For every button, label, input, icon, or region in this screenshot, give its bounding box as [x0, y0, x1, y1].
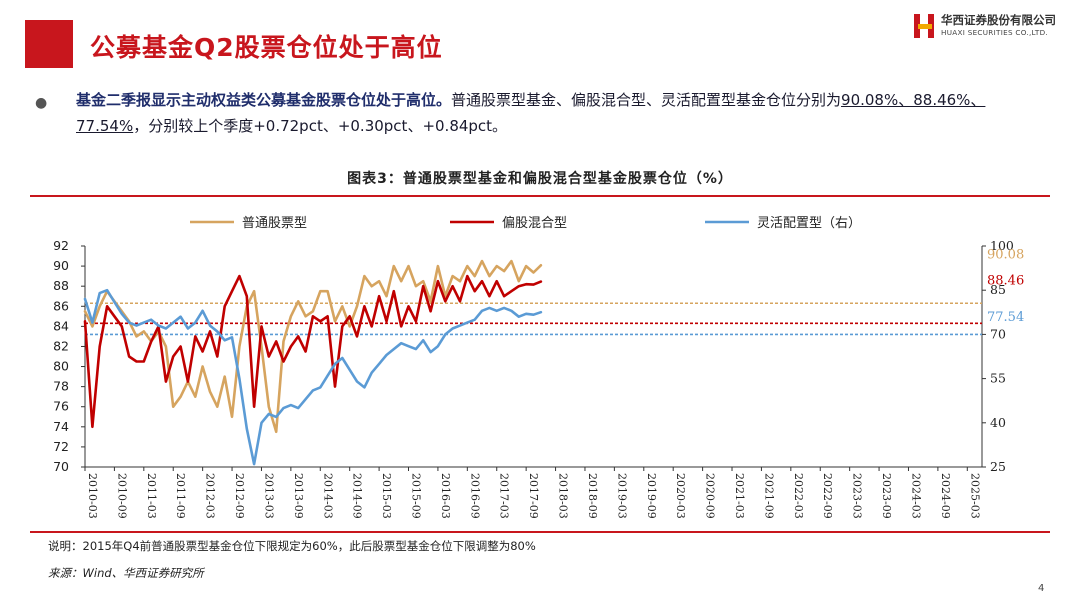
- left-tick-label: 90: [53, 258, 69, 273]
- x-tick-label: 2013-09: [292, 473, 305, 519]
- x-tick-label: 2023-09: [880, 473, 893, 519]
- huaxi-logo-icon: [914, 14, 934, 38]
- title-accent-block: [25, 20, 73, 68]
- end-value-label: 77.54: [987, 310, 1024, 325]
- series-line: [83, 274, 543, 429]
- x-tick-label: 2012-09: [233, 473, 246, 519]
- page-title: 公募基金Q2股票仓位处于高位: [90, 33, 443, 62]
- x-tick-label: 2016-03: [439, 473, 452, 519]
- left-tick-label: 72: [53, 439, 69, 454]
- summary-text-2: ，分别较上个季度+0.72pct、+0.30pct、+0.84pct。: [133, 117, 508, 135]
- left-tick-label: 86: [53, 298, 69, 313]
- x-tick-label: 2013-03: [262, 473, 275, 519]
- x-tick-label: 2015-03: [380, 473, 393, 519]
- legend-label: 偏股混合型: [502, 216, 567, 231]
- left-tick-label: 92: [53, 238, 69, 253]
- x-tick-label: 2014-09: [351, 473, 364, 519]
- right-tick-label: 100: [990, 238, 1014, 253]
- left-tick-label: 76: [53, 399, 69, 414]
- x-tick-label: 2010-03: [86, 473, 99, 519]
- summary-values: 90.08%、88.46%、77.54%: [76, 91, 986, 135]
- x-tick-label: 2014-03: [321, 473, 334, 519]
- right-tick-label: 40: [990, 415, 1006, 430]
- x-tick-label: 2018-09: [586, 473, 599, 519]
- title-bar: 公募基金Q2股票仓位处于高位: [0, 20, 920, 72]
- legend-label: 灵活配置型（右）: [757, 216, 861, 231]
- position-line-chart: 70 72 74 76 78 80 82 84 86 88 90 92 25 40 55 70 85 100 201…: [53, 216, 1024, 519]
- left-tick-label: 70: [53, 459, 69, 474]
- x-tick-label: 2011-03: [145, 473, 158, 519]
- series-line: [83, 288, 543, 466]
- end-value-label: 90.08: [987, 247, 1024, 262]
- x-tick-label: 2010-09: [115, 473, 128, 519]
- x-tick-label: 2020-09: [704, 473, 717, 519]
- x-tick-label: 2016-09: [468, 473, 481, 519]
- x-tick-label: 2012-03: [204, 473, 217, 519]
- x-tick-label: 2022-09: [821, 473, 834, 519]
- figure-title: 图表3：普通股票型基金和偏股混合型基金股票仓位（%）: [347, 171, 733, 187]
- logo-company-name-en: HUAXI SECURITIES CO.,LTD.: [941, 28, 1048, 37]
- x-tick-label: 2022-03: [792, 473, 805, 519]
- bottom-divider: [30, 531, 1050, 533]
- page-number: 4: [1038, 583, 1045, 594]
- x-tick-label: 2019-03: [615, 473, 628, 519]
- x-tick-label: 2024-09: [939, 473, 952, 519]
- legend-label: 普通股票型: [242, 216, 307, 231]
- right-tick-label: 70: [990, 326, 1006, 341]
- x-tick-label: 2025-03: [968, 473, 981, 519]
- chart-source: 来源：Wind、华西证券研究所: [48, 566, 204, 580]
- left-tick-label: 80: [53, 359, 69, 374]
- x-tick-label: 2017-03: [498, 473, 511, 519]
- x-tick-label: 2020-03: [674, 473, 687, 519]
- bullet-icon: ●: [35, 95, 48, 111]
- left-tick-label: 84: [53, 318, 69, 333]
- left-tick-label: 74: [53, 419, 69, 434]
- end-value-label: 88.46: [987, 274, 1024, 289]
- logo-company-name: 华西证券股份有限公司: [941, 13, 1056, 27]
- x-tick-label: 2024-03: [909, 473, 922, 519]
- x-tick-label: 2021-03: [733, 473, 746, 519]
- left-tick-label: 78: [53, 379, 69, 394]
- right-tick-label: 55: [990, 371, 1006, 386]
- x-tick-label: 2021-09: [762, 473, 775, 519]
- summary-paragraph: 基金二季报显示主动权益类公募基金股票仓位处于高位。普通股票型基金、偏股混合型、灵…: [76, 87, 1036, 139]
- x-tick-label: 2023-03: [851, 473, 864, 519]
- left-tick-label: 88: [53, 278, 69, 293]
- right-tick-label: 85: [990, 282, 1006, 297]
- chart-note: 说明：2015年Q4前普通股票型基金仓位下限规定为60%，此后股票型基金仓位下限…: [48, 539, 536, 553]
- x-tick-label: 2011-09: [174, 473, 187, 519]
- right-tick-label: 25: [990, 459, 1006, 474]
- top-divider: [30, 195, 1050, 197]
- company-logo: 华西证券股份有限公司 HUAXI SECURITIES CO.,LTD.: [913, 12, 1073, 42]
- x-tick-label: 2015-09: [410, 473, 423, 519]
- x-tick-label: 2018-03: [557, 473, 570, 519]
- left-tick-label: 82: [53, 338, 69, 353]
- summary-bold: 基金二季报显示主动权益类公募基金股票仓位处于高位。: [76, 91, 452, 109]
- x-tick-label: 2019-09: [645, 473, 658, 519]
- x-tick-label: 2017-09: [527, 473, 540, 519]
- summary-text-1: 普通股票型基金、偏股混合型、灵活配置型基金仓位分别为: [451, 91, 842, 109]
